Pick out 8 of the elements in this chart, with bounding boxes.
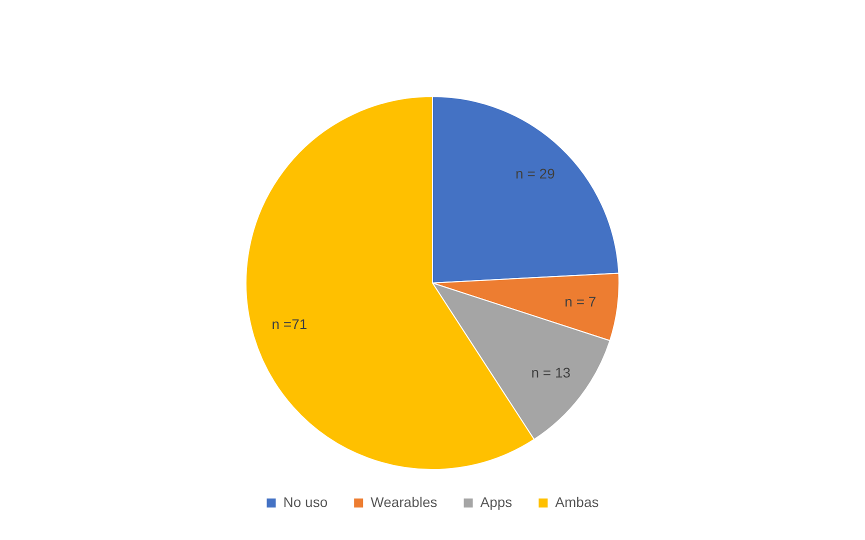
data-label: n =71 <box>272 316 308 332</box>
legend-label: Apps <box>480 494 512 510</box>
legend-label: Ambas <box>555 494 599 510</box>
legend-label: No uso <box>283 494 328 510</box>
data-label: n = 29 <box>516 166 556 182</box>
data-label: n = 13 <box>531 364 571 381</box>
legend-label: Wearables <box>370 494 438 510</box>
data-label: n = 7 <box>564 293 596 310</box>
